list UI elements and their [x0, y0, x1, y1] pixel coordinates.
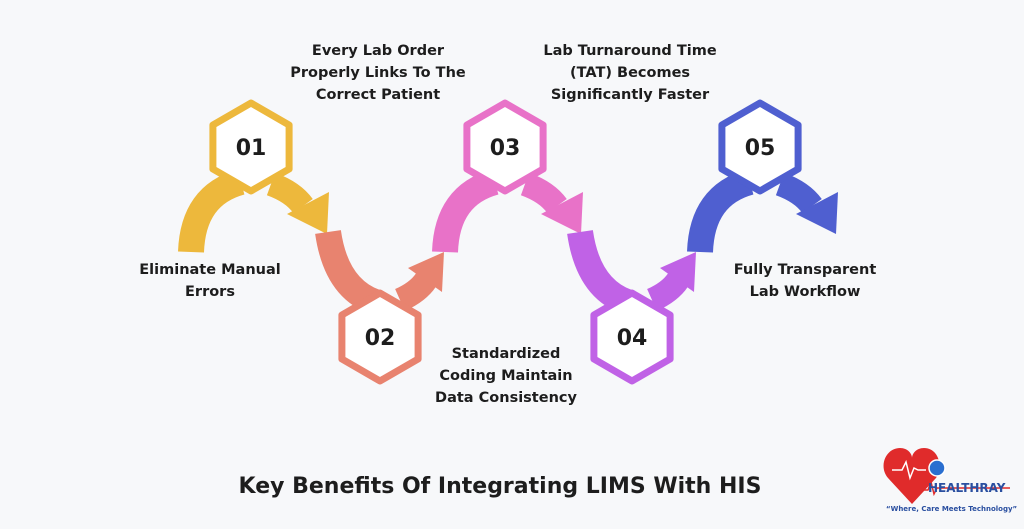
step-02: 02	[315, 229, 444, 385]
arrow-shaft	[646, 272, 688, 311]
hexagon-badge	[463, 99, 547, 195]
arrow-head-icon	[660, 252, 696, 292]
arrow-shaft	[266, 172, 313, 214]
label-step-04: Lab Turnaround Time (TAT) Becomes Signific…	[543, 43, 717, 103]
arrow-shaft	[394, 272, 436, 311]
label-step-03: Standardized Coding Maintain Data Consiste…	[435, 346, 577, 406]
hexagon-badge	[338, 289, 422, 385]
step-number: 05	[745, 136, 776, 161]
arc-tail	[567, 229, 633, 315]
label-step-02: Every Lab Order Properly Links To The Corr…	[290, 43, 466, 103]
page-title: Key Benefits Of Integrating LIMS With HI…	[238, 474, 762, 499]
step-number: 02	[365, 326, 396, 351]
label-step-05: Fully Transparent Lab Workflow	[733, 262, 877, 300]
arrow-shaft	[775, 172, 822, 214]
arc-tail	[687, 169, 755, 253]
arrow-head-icon	[287, 192, 329, 234]
logo-brand: HEALTHRAY	[928, 481, 1006, 495]
arc-tail	[178, 169, 246, 253]
arc-tail	[315, 229, 381, 315]
hexagon-badge	[718, 99, 802, 195]
caduceus-icon	[928, 459, 946, 477]
step-number: 04	[617, 326, 648, 351]
hexagon-badge	[590, 289, 674, 385]
step-05: 05	[687, 99, 838, 253]
arrow-shaft	[520, 172, 567, 214]
arrow-head-icon	[541, 192, 583, 234]
heartbeat-line	[892, 459, 926, 481]
step-04: 04	[567, 229, 696, 385]
arrow-head-icon	[796, 192, 838, 234]
step-number: 03	[490, 136, 521, 161]
healthray-logo	[883, 448, 1010, 504]
hexagon-badge	[209, 99, 293, 195]
arc-tail	[432, 169, 500, 253]
logo-tagline: “Where, Care Meets Technology”	[886, 505, 1018, 513]
arrow-head-icon	[408, 252, 444, 292]
step-number: 01	[236, 136, 267, 161]
step-03: 03	[432, 99, 583, 253]
step-01: 01	[178, 99, 329, 253]
label-step-01: Eliminate Manual Errors	[139, 262, 281, 300]
